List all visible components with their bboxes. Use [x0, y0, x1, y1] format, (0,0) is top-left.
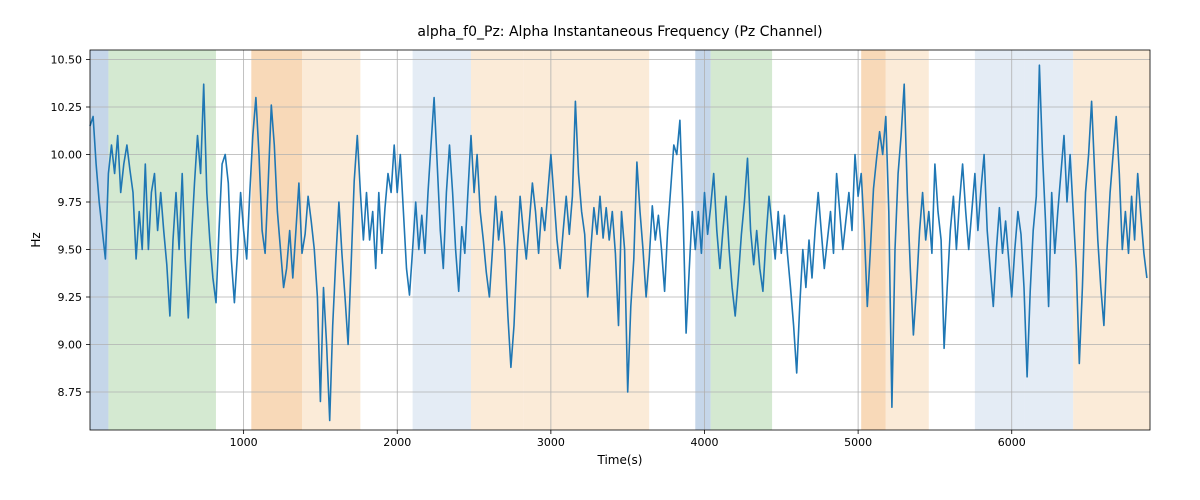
y-tick-label: 9.00 [58, 339, 83, 352]
y-axis-label: Hz [29, 232, 43, 247]
x-tick-label: 2000 [383, 436, 411, 449]
x-tick-label: 6000 [998, 436, 1026, 449]
chart-title: alpha_f0_Pz: Alpha Instantaneous Frequen… [417, 24, 822, 40]
y-ticks: 8.75 9.00 9.25 9.50 9.75 10.00 10.25 10.50 [51, 54, 91, 400]
y-tick-label: 10.00 [51, 149, 83, 162]
y-tick-label: 10.50 [51, 54, 83, 67]
chart-svg: 1000 2000 3000 4000 5000 6000 8.75 9.00 9.25 9.50… [0, 0, 1200, 500]
x-tick-label: 5000 [844, 436, 872, 449]
x-tick-label: 3000 [537, 436, 565, 449]
y-tick-label: 8.75 [58, 386, 83, 399]
y-tick-label: 9.25 [58, 291, 83, 304]
chart-container: 1000 2000 3000 4000 5000 6000 8.75 9.00 9.25 9.50… [0, 0, 1200, 500]
y-tick-label: 9.50 [58, 244, 83, 257]
x-axis-label: Time(s) [597, 453, 643, 467]
y-tick-label: 9.75 [58, 196, 83, 209]
x-tick-label: 1000 [230, 436, 258, 449]
x-tick-label: 4000 [690, 436, 718, 449]
y-tick-label: 10.25 [51, 101, 83, 114]
x-ticks: 1000 2000 3000 4000 5000 6000 [230, 430, 1026, 449]
